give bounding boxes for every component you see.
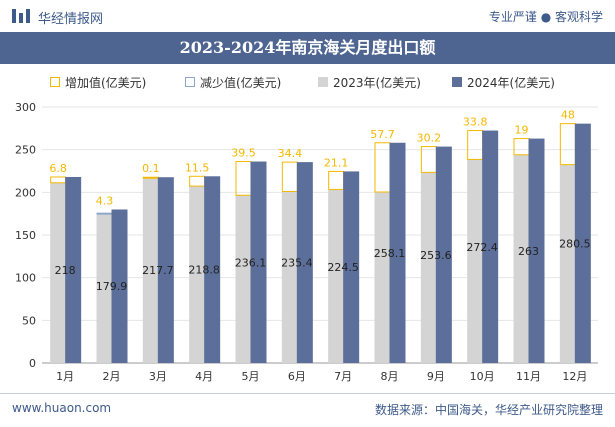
bar-increase <box>467 130 484 160</box>
bar-2024 <box>204 176 221 363</box>
bar-2023 <box>420 172 437 363</box>
bar-2024 <box>574 123 591 363</box>
value-label-2024: 253.6 <box>420 249 452 262</box>
tagline: 专业严谨 ● 客观科学 <box>488 10 603 24</box>
bar-increase <box>142 176 159 179</box>
legend-swatch-decrease <box>185 77 195 87</box>
change-label: 30.2 <box>417 132 442 145</box>
value-label-2024: 235.4 <box>281 257 313 270</box>
x-tick-label: 6月 <box>288 370 306 383</box>
x-tick-label: 7月 <box>334 370 352 383</box>
bar-2023 <box>50 182 67 363</box>
value-label-2024: 218.8 <box>188 264 220 277</box>
value-label-2024: 263 <box>518 245 539 258</box>
bar-2023 <box>235 195 252 363</box>
x-tick-label: 3月 <box>149 370 167 383</box>
y-tick-label: 300 <box>15 101 36 114</box>
bar-2024 <box>528 138 545 363</box>
brand-name: 华经情报网 <box>38 12 104 27</box>
change-label: 6.8 <box>49 162 67 175</box>
bar-2023 <box>96 213 113 363</box>
legend-label-increase: 增加值(亿美元) <box>65 76 147 90</box>
bar-2023 <box>189 186 206 363</box>
y-tick-label: 150 <box>15 229 36 242</box>
change-label: 57.7 <box>370 128 395 141</box>
bar-2024 <box>157 177 174 363</box>
change-label: 21.1 <box>324 156 349 169</box>
chart-title: 2023-2024年南京海关月度出口额 <box>179 38 436 57</box>
y-tick-label: 0 <box>29 357 36 370</box>
change-label: 33.8 <box>463 116 488 129</box>
bar-2023 <box>281 191 298 363</box>
bar-2024 <box>389 142 406 363</box>
legend-label-2023: 2023年(亿美元) <box>333 76 421 90</box>
change-label: 19 <box>515 124 529 137</box>
change-label: 34.4 <box>278 147 303 160</box>
bar-2024 <box>250 161 267 363</box>
x-tick-label: 4月 <box>195 370 213 383</box>
bar-2024 <box>343 171 360 363</box>
value-label-2024: 272.4 <box>466 241 498 254</box>
y-tick-label: 100 <box>15 272 36 285</box>
data-source: 数据来源：中国海关，华经产业研究院整理 <box>374 403 603 417</box>
x-tick-label: 12月 <box>562 370 587 383</box>
y-tick-label: 50 <box>22 314 36 327</box>
change-label: 11.5 <box>185 161 210 174</box>
bar-2024 <box>111 209 128 363</box>
x-tick-label: 5月 <box>242 370 260 383</box>
x-tick-label: 8月 <box>381 370 399 383</box>
title-band <box>0 32 615 64</box>
bar-2024 <box>65 176 82 363</box>
bar-increase <box>189 175 206 187</box>
website-url: www.huaon.com <box>12 401 112 415</box>
bar-2023 <box>374 191 391 363</box>
x-tick-label: 2月 <box>103 370 121 383</box>
value-label-2024: 217.7 <box>142 264 174 277</box>
chart-legend: 增加值(亿美元) 减少值(亿美元) 2023年(亿美元) 2024年(亿美元) <box>50 72 610 94</box>
bar-increase <box>328 170 345 190</box>
bar-increase <box>235 161 252 196</box>
legend-label-decrease: 减少值(亿美元) <box>200 76 282 90</box>
legend-swatch-2024 <box>452 77 462 87</box>
x-tick-label: 9月 <box>427 370 445 383</box>
footer-divider <box>0 393 615 394</box>
value-label-2024: 236.1 <box>235 256 267 269</box>
change-label: 0.1 <box>142 162 160 175</box>
bar-increase <box>420 146 437 173</box>
change-label: 4.3 <box>96 194 114 207</box>
huajing-logo-icon <box>12 9 30 23</box>
bar-2024 <box>296 162 313 363</box>
bar-increase <box>281 161 298 192</box>
legend-swatch-2023 <box>318 77 328 87</box>
bar-2023 <box>142 177 159 363</box>
value-label-2024: 179.9 <box>96 280 128 293</box>
bar-increase <box>559 123 576 166</box>
value-label-2024: 218 <box>55 264 76 277</box>
change-label: 39.5 <box>231 147 256 160</box>
legend-label-2024: 2024年(亿美元) <box>467 76 555 90</box>
value-label-2024: 224.5 <box>327 261 359 274</box>
header-bar: 华经情报网 专业严谨 ● 客观科学 <box>0 0 615 32</box>
value-label-2024: 258.1 <box>374 247 406 260</box>
x-tick-label: 10月 <box>470 370 495 383</box>
bar-2023 <box>513 154 530 363</box>
bar-decrease <box>96 212 113 215</box>
y-tick-label: 250 <box>15 144 36 157</box>
change-label: 48 <box>561 109 575 122</box>
x-tick-label: 11月 <box>516 370 541 383</box>
bar-increase <box>513 138 530 156</box>
y-tick-label: 200 <box>15 186 36 199</box>
bar-2024 <box>482 130 499 363</box>
bar-2023 <box>328 189 345 363</box>
x-tick-label: 1月 <box>56 370 74 383</box>
bar-2023 <box>467 159 484 363</box>
value-label-2024: 280.5 <box>559 237 591 250</box>
bar-2023 <box>559 164 576 363</box>
legend-swatch-increase <box>50 77 60 87</box>
bar-increase <box>50 176 67 184</box>
bar-2024 <box>435 146 452 363</box>
